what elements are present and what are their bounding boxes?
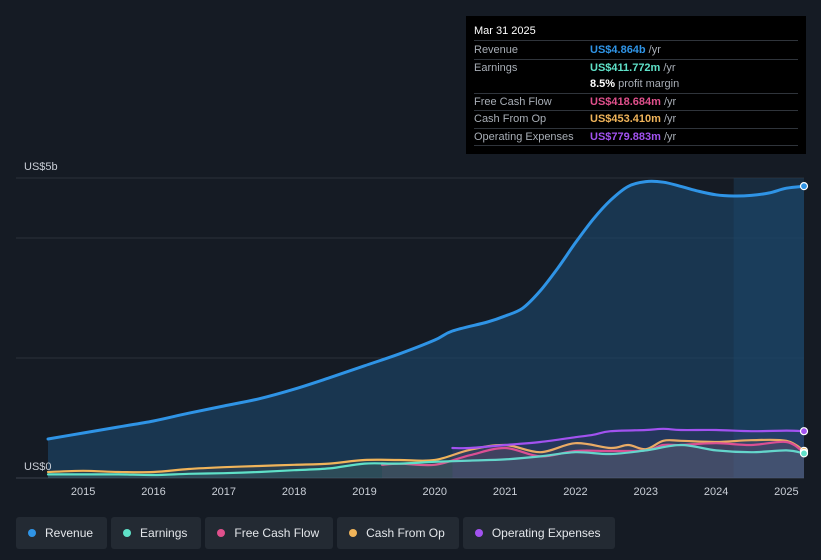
y-axis-top-label: US$5b (24, 161, 58, 173)
series-line-cash-from-op (46, 438, 806, 474)
x-tick-label: 2025 (774, 486, 798, 498)
tooltip-row-revenue: Revenue US$4.864b /yr (474, 42, 798, 60)
legend-label: Cash From Op (366, 526, 445, 540)
x-tick-label: 2016 (141, 486, 165, 498)
series-line-revenue (46, 179, 806, 441)
legend-label: Operating Expenses (491, 526, 601, 540)
x-axis-ticks: 2015 2016 2017 2018 2019 2020 2021 2022 2023 2024… (71, 486, 799, 498)
tooltip-label: Operating Expenses (474, 130, 574, 143)
series-area-operating-expenses (452, 428, 804, 478)
series-end-marker-operating-expenses (799, 427, 809, 436)
tooltip-unit: /yr (663, 130, 677, 143)
series-area-cash-from-op (48, 439, 804, 478)
legend-dot-icon (349, 529, 358, 537)
tooltip-value: US$4.864b (590, 44, 646, 56)
series-end-marker-revenue (799, 182, 809, 191)
endpoint-markers (799, 182, 809, 458)
series-line-free-cash-flow (380, 440, 806, 467)
tooltip-row-free-cash-flow: Free Cash Flow US$418.684m /yr (474, 94, 798, 111)
tooltip-value: US$411.772m (590, 61, 661, 74)
tooltip-label: Revenue (474, 44, 519, 56)
x-tick-label: 2022 (563, 486, 587, 498)
tooltip-value: US$418.684m (590, 95, 661, 108)
tooltip-row-earnings: Earnings US$411.772m /yr (474, 60, 798, 77)
legend-item-earnings[interactable]: Earnings (111, 517, 202, 549)
chart-legend: Revenue Earnings Free Cash Flow Cash Fro… (16, 517, 615, 549)
legend-dot-icon (474, 529, 483, 537)
legend-item-operating-expenses[interactable]: Operating Expenses (462, 517, 615, 549)
legend-label: Free Cash Flow (234, 526, 320, 540)
legend-item-revenue[interactable]: Revenue (16, 517, 108, 549)
profit-margin-value: 8.5% (590, 78, 616, 90)
x-tick-label: 2019 (352, 486, 376, 498)
tooltip-value: US$779.883m (590, 130, 661, 143)
data-tooltip: Mar 31 2025 Revenue US$4.864b /yr Earnin… (466, 16, 806, 154)
tooltip-unit: /yr (663, 61, 676, 74)
tooltip-row-cash-from-op: Cash From Op US$453.410m /yr (474, 111, 798, 129)
x-tick-label: 2018 (282, 486, 306, 498)
tooltip-unit: /yr (648, 44, 661, 56)
profit-margin-label: profit margin (618, 78, 680, 90)
legend-label: Earnings (140, 526, 188, 540)
tooltip-label-spacer (474, 76, 590, 93)
tooltip-row-operating-expenses: Operating Expenses US$779.883m /yr (474, 129, 798, 146)
x-tick-label: 2015 (71, 486, 95, 498)
legend-label: Revenue (45, 526, 94, 540)
tooltip-label: Earnings (474, 61, 518, 74)
x-tick-label: 2021 (493, 486, 517, 498)
x-tick-label: 2020 (423, 486, 447, 498)
tooltip-label: Cash From Op (474, 113, 547, 125)
legend-dot-icon (123, 529, 132, 537)
tooltip-label: Free Cash Flow (474, 95, 552, 108)
x-tick-label: 2017 (212, 486, 236, 498)
tooltip-unit: /yr (663, 113, 677, 125)
tooltip-date: Mar 31 2025 (474, 23, 798, 41)
x-tick-label: 2024 (704, 486, 728, 498)
series-end-marker-earnings (799, 449, 809, 458)
legend-item-free-cash-flow[interactable]: Free Cash Flow (205, 517, 334, 549)
chart: US$5b US$0 2015 2016 2017 2018 2019 2020 2021 2… (16, 161, 809, 498)
legend-item-cash-from-op[interactable]: Cash From Op (337, 517, 459, 549)
legend-dot-icon (28, 529, 36, 537)
y-axis-bottom-label: US$0 (24, 461, 52, 473)
series-line-operating-expenses (451, 427, 806, 450)
series-line-earnings (46, 443, 806, 477)
tooltip-row-profit-margin: 8.5% profit margin (474, 76, 798, 94)
tooltip-value: US$453.410m (590, 113, 661, 125)
tooltip-unit: /yr (663, 95, 677, 108)
legend-dot-icon (217, 529, 226, 537)
series-group (46, 179, 806, 478)
series-area-earnings (48, 445, 804, 478)
x-tick-label: 2023 (634, 486, 658, 498)
